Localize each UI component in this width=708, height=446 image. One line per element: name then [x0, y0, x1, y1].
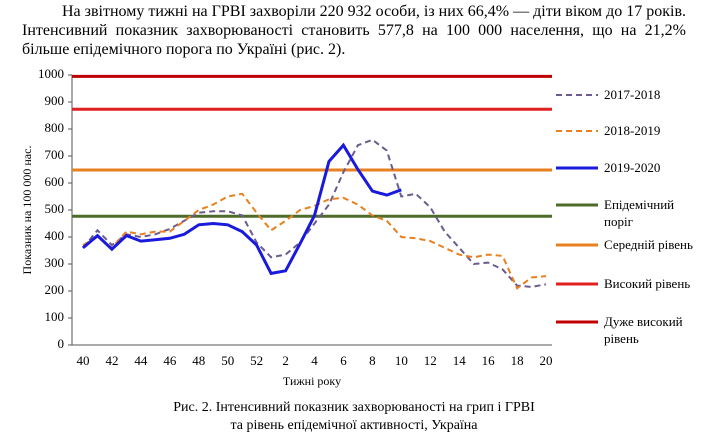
x-tick-label: 42	[105, 353, 118, 368]
x-tick-label: 12	[424, 353, 437, 368]
y-tick-label: 500	[45, 201, 65, 216]
caption: та рівень епідемічної активності, Україн…	[230, 418, 478, 433]
y-tick-label: 1000	[38, 66, 64, 81]
y-tick-label: 100	[45, 309, 65, 324]
y-tick-label: 200	[45, 282, 65, 297]
paragraph: На звітному тижні на ГРВІ захворіли 220 …	[22, 3, 686, 58]
x-tick-label: 16	[482, 353, 496, 368]
x-tick-label: 8	[369, 353, 376, 368]
y-axis-label: Показник на 100 000 нас.	[20, 146, 34, 275]
y-tick-label: 400	[45, 228, 65, 243]
x-tick-label: 4	[311, 353, 318, 368]
x-tick-label: 10	[395, 353, 408, 368]
y-tick-label: 0	[58, 336, 65, 351]
legend-label: Епідемічний поріг	[604, 197, 675, 229]
legend-label: 2018-2019	[604, 123, 661, 138]
legend-label: Середній рівень	[604, 237, 693, 252]
x-tick-label: 20	[540, 353, 553, 368]
y-tick-label: 600	[45, 174, 65, 189]
series-line	[82, 192, 547, 290]
x-tick-label: 40	[77, 353, 90, 368]
x-axis-label: Тижні року	[283, 374, 341, 388]
y-tick-label: 300	[45, 255, 65, 270]
x-tick-label: 50	[221, 353, 234, 368]
x-tick-label: 18	[511, 353, 524, 368]
y-tick-label: 800	[45, 120, 65, 135]
legend-label: 2017-2018	[604, 87, 661, 102]
caption: Рис. 2. Інтенсивний показник захворювано…	[173, 400, 535, 415]
legend-label: Високий рівень	[604, 276, 691, 291]
x-tick-label: 14	[453, 353, 467, 368]
series-line	[82, 142, 402, 276]
x-tick-label: 52	[250, 353, 263, 368]
x-tick-label: 46	[163, 353, 177, 368]
x-tick-label: 48	[192, 353, 205, 368]
y-tick-label: 700	[45, 147, 65, 162]
x-tick-label: 2	[282, 353, 289, 368]
series-line	[82, 138, 547, 288]
x-tick-label: 44	[134, 353, 148, 368]
legend-label: 2019-2020	[604, 160, 661, 175]
legend-label: Дуже високий рівень	[604, 314, 683, 346]
y-tick-label: 900	[45, 93, 65, 108]
x-tick-label: 6	[340, 353, 347, 368]
